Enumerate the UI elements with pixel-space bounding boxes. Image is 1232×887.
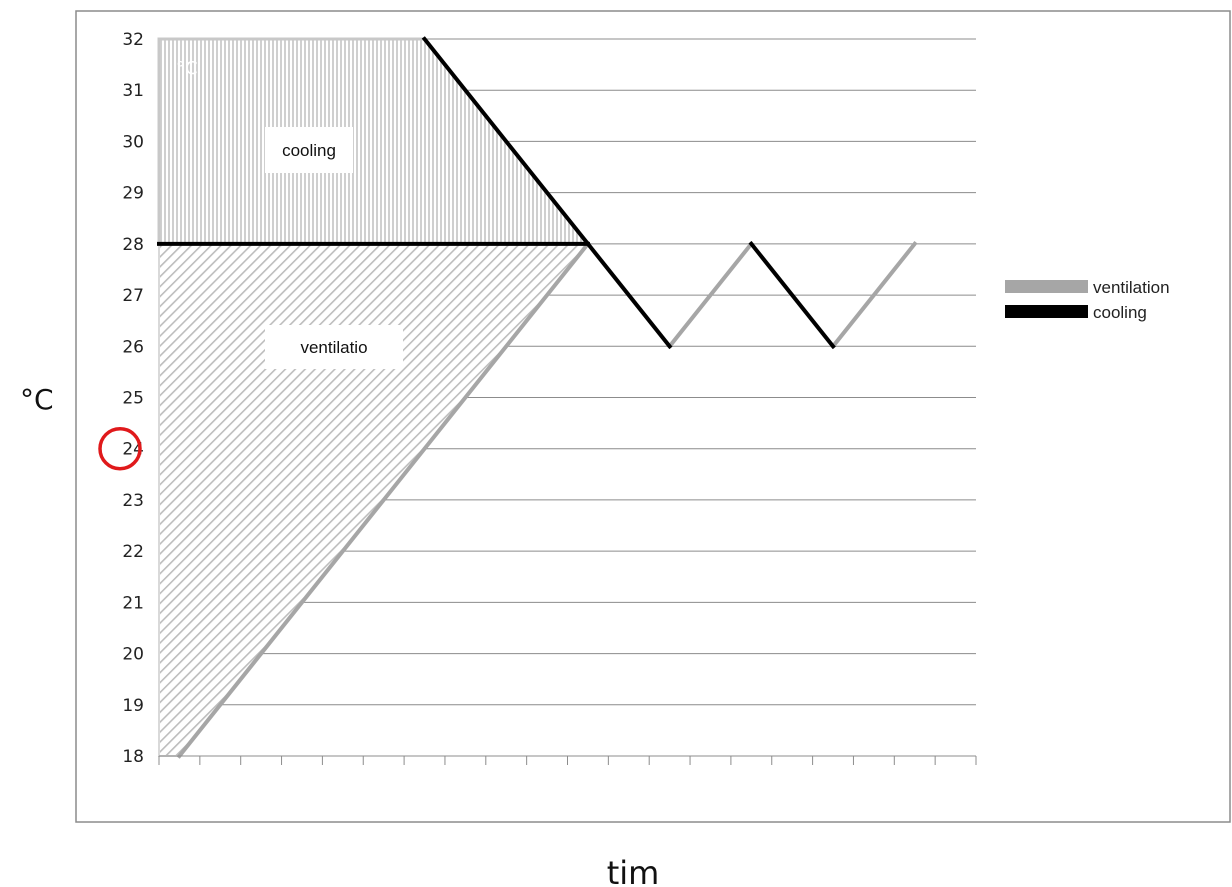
series-ventilation-segment-0 (176, 241, 591, 759)
y-tick-label-22: 22 (122, 542, 144, 562)
legend-swatch-cooling (1005, 305, 1088, 318)
y-tick-label-32: 32 (122, 30, 144, 50)
y-tick-label-30: 30 (122, 132, 144, 152)
y-tick-label-20: 20 (122, 645, 144, 665)
inner-unit-label: °C (176, 58, 198, 79)
series-ventilation-segment-2 (830, 241, 918, 350)
y-tick-label-28: 28 (122, 235, 144, 255)
series-cooling-segment-1 (585, 241, 673, 350)
y-tick-label-21: 21 (122, 593, 144, 613)
series-cooling-segment-2 (748, 241, 836, 350)
legend-label-ventilation: ventilation (1093, 278, 1170, 297)
y-tick-label-25: 25 (122, 389, 144, 409)
y-tick-label-26: 26 (122, 337, 144, 357)
y-tick-label-23: 23 (122, 491, 144, 511)
ventilation-region-label-box: ventilatio (265, 325, 403, 369)
series-layer (157, 36, 918, 759)
cooling-region-label: cooling (282, 141, 336, 160)
y-tick-label-18: 18 (122, 747, 144, 767)
y-axis-label: °C (20, 383, 54, 416)
cooling-region-label-box: cooling (265, 127, 353, 173)
ventilation-region-label: ventilatio (300, 338, 367, 357)
y-tick-label-19: 19 (122, 696, 144, 716)
legend: ventilation cooling (1005, 278, 1170, 322)
x-axis-label: tim (607, 854, 660, 887)
legend-label-cooling: cooling (1093, 303, 1147, 322)
series-cooling-segment-0 (421, 36, 591, 247)
series-ventilation-segment-1 (666, 241, 755, 350)
legend-swatch-ventilation (1005, 280, 1088, 293)
highlight-circle (98, 426, 142, 471)
y-tick-label-27: 27 (122, 286, 144, 306)
x-ticks (158, 756, 977, 765)
y-tick-label-29: 29 (122, 184, 144, 204)
y-tick-label-31: 31 (122, 81, 144, 101)
